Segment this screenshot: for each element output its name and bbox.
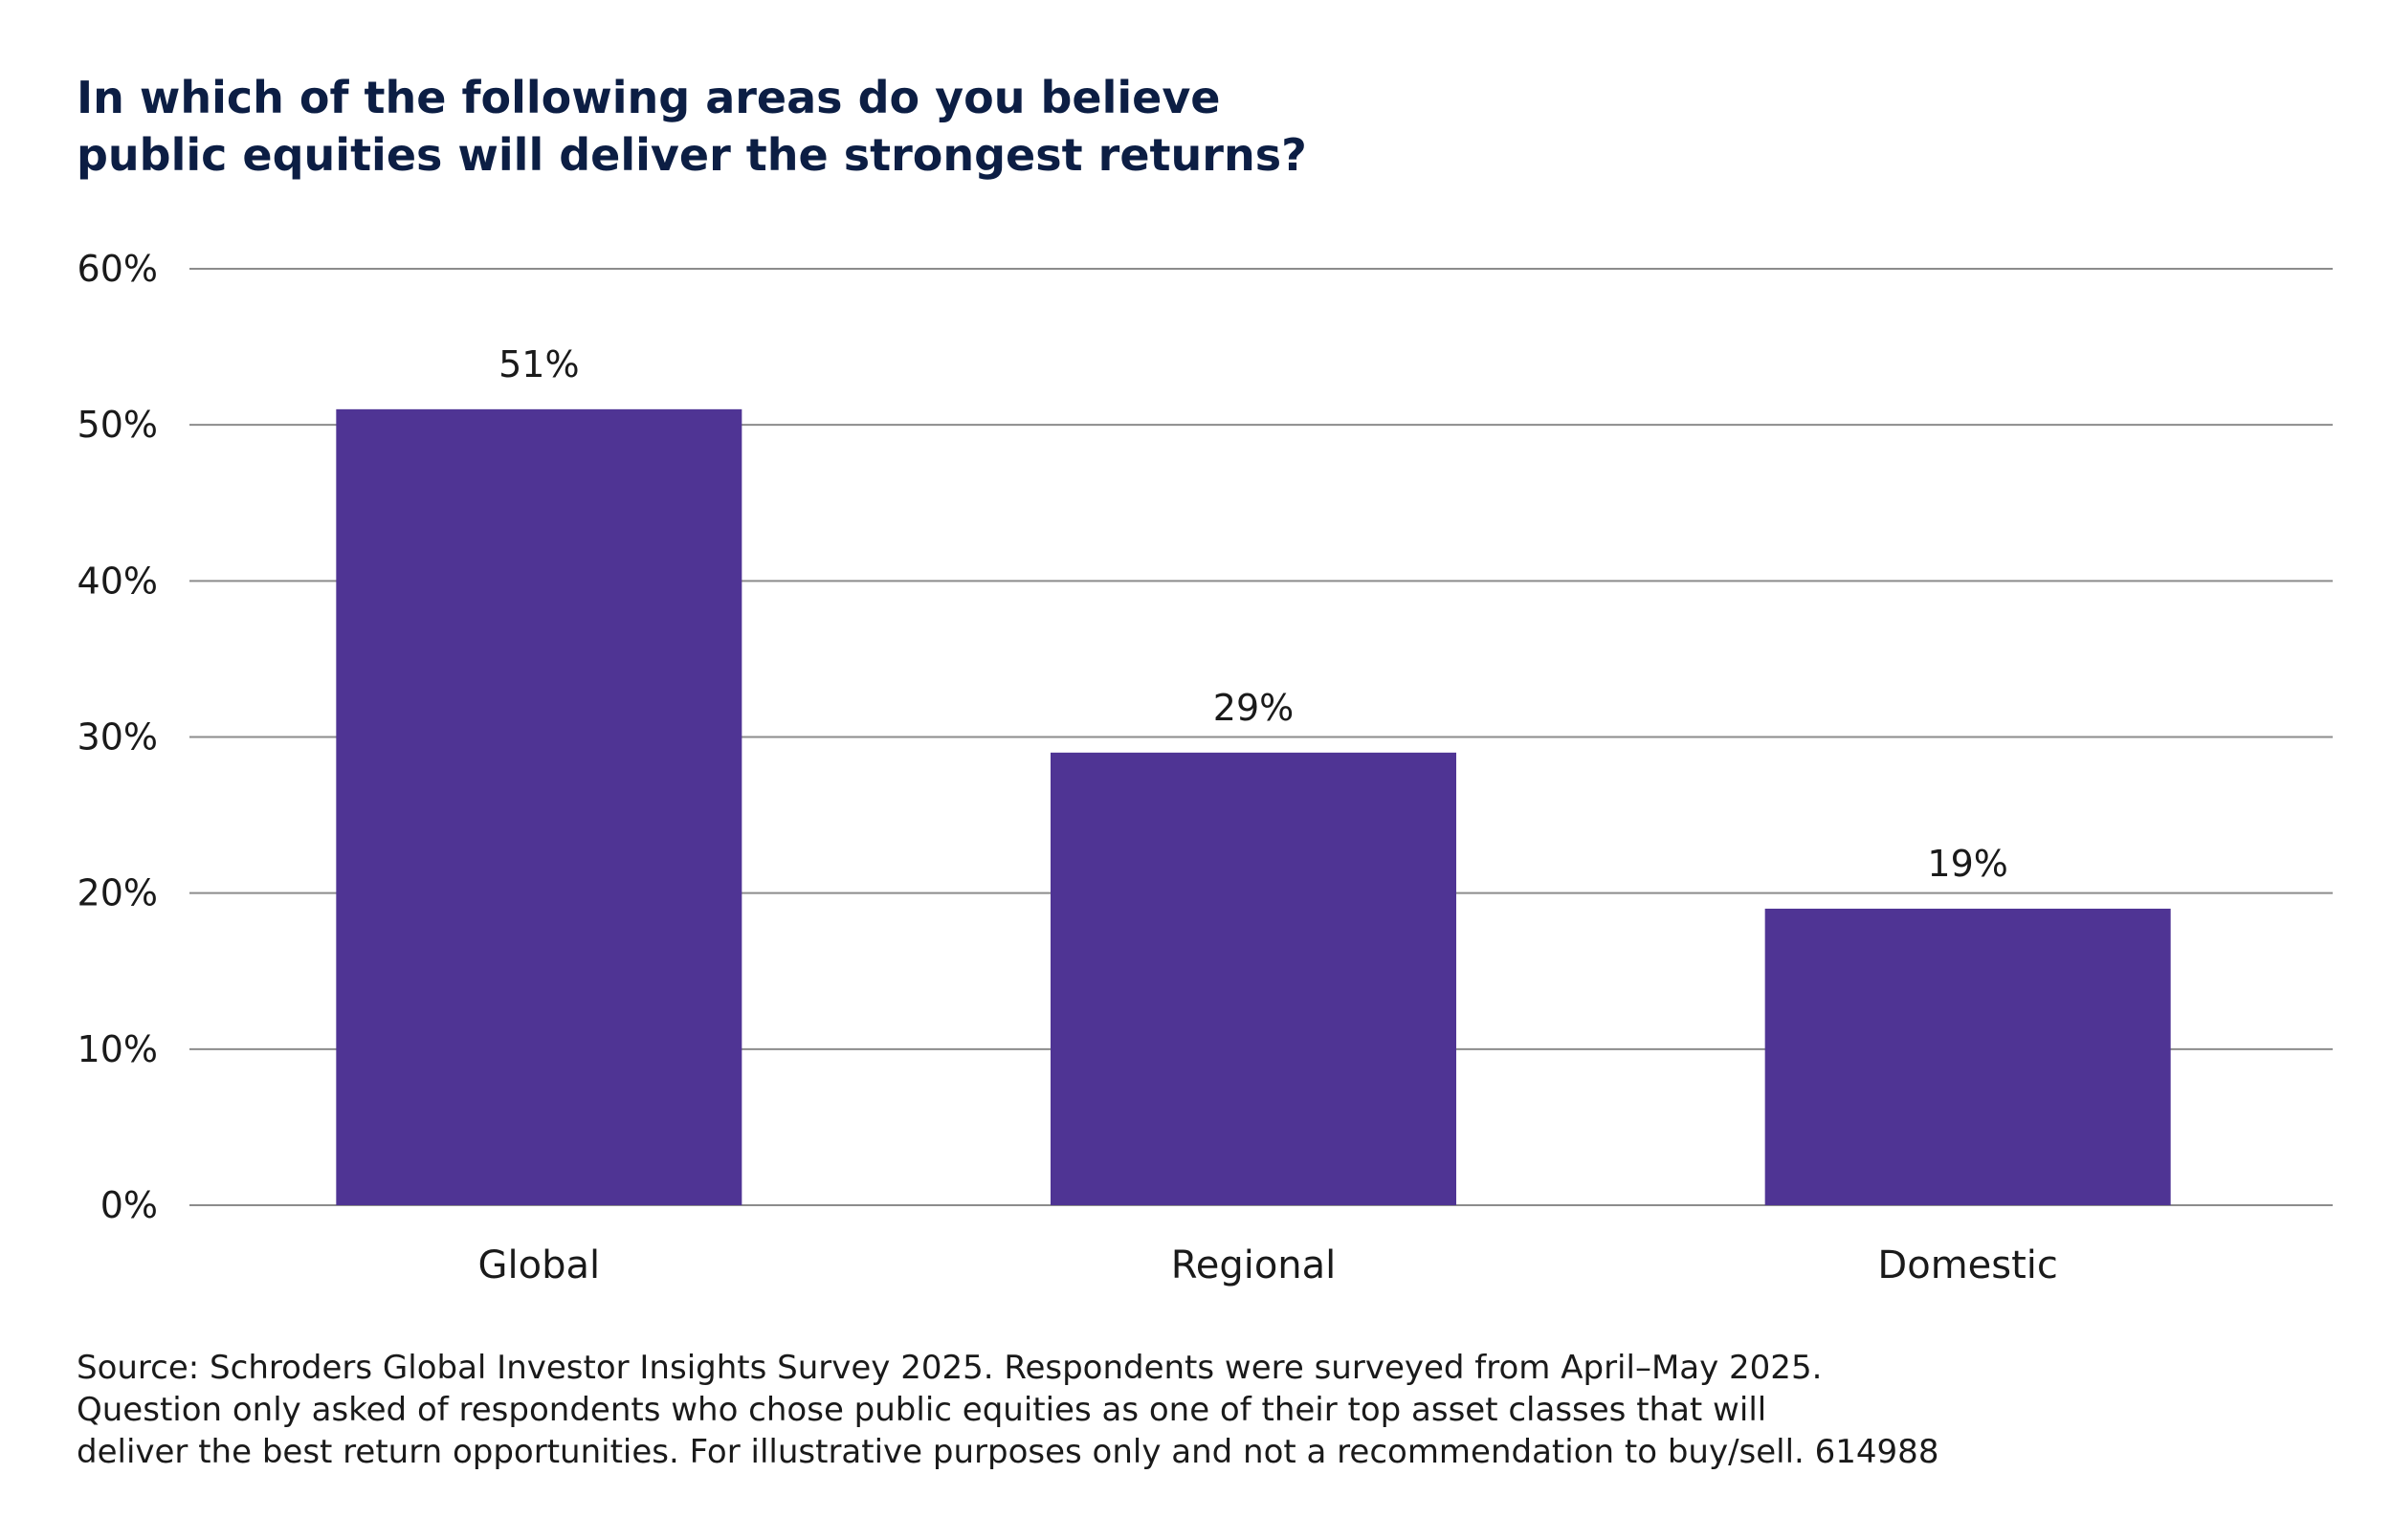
y-tick-label-10: 10% (78, 1028, 158, 1070)
chart-title-line-2: public equities will deliver the stronge… (77, 129, 1307, 181)
value-labels: 51% 29% 19% (498, 343, 2008, 885)
source-note: Source: Schroders Global Investor Insigh… (77, 1347, 2335, 1473)
bar-regional (1051, 752, 1456, 1205)
value-label-domestic: 19% (1927, 843, 2007, 885)
y-tick-label-40: 40% (78, 560, 158, 602)
y-tick-label-60: 60% (78, 248, 158, 290)
bars (336, 408, 2171, 1206)
category-label-regional: Regional (1171, 1243, 1337, 1287)
category-label-domestic: Domestic (1877, 1243, 2057, 1287)
category-label-global: Global (478, 1243, 601, 1287)
y-axis-ticks: 0% 10% 20% 30% 40% 50% 60% (78, 248, 158, 1226)
value-label-global: 51% (498, 343, 579, 385)
value-label-regional: 29% (1213, 687, 1294, 729)
y-tick-label-30: 30% (78, 716, 158, 759)
chart-title-line-1: In which of the following areas do you b… (77, 72, 1221, 123)
category-labels: Global Regional Domestic (478, 1243, 2058, 1287)
y-tick-label-50: 50% (78, 404, 158, 446)
bar-chart: 0% 10% 20% 30% 40% 50% 60% 51% 29% 19% Global Reg… (78, 248, 2333, 1287)
source-line-1: Source: Schroders Global Investor Insigh… (77, 1349, 1823, 1387)
bar-global (336, 408, 742, 1206)
y-tick-label-0: 0% (100, 1184, 158, 1226)
source-line-2: Question only asked of respondents who c… (77, 1391, 1767, 1429)
chart-title: In which of the following areas do you b… (77, 69, 2277, 184)
bar-domestic (1764, 908, 2171, 1205)
source-line-3: deliver the best return opportunities. F… (77, 1433, 1939, 1471)
y-tick-label-20: 20% (78, 872, 158, 914)
